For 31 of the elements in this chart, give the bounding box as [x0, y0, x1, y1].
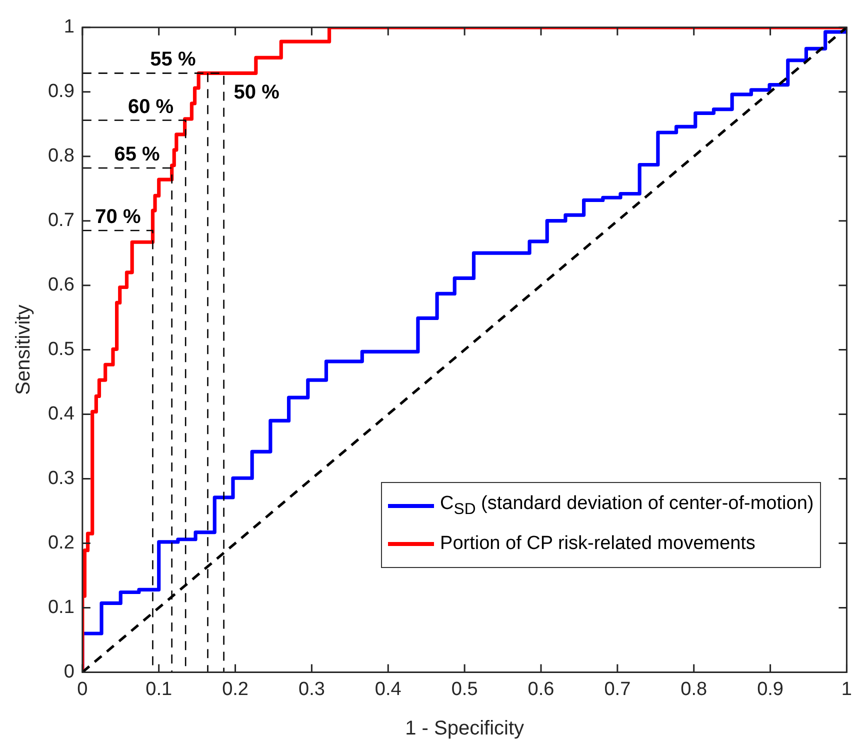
y-tick-label: 1	[64, 16, 74, 38]
y-tick-label: 0.1	[48, 596, 74, 618]
y-tick-label: 0.9	[48, 81, 74, 102]
x-tick-label: 0.8	[680, 678, 708, 700]
legend-label: C$_{SD}$ (standard deviation of center-of-motion)	[440, 493, 814, 520]
x-tick-label: 0.6	[528, 678, 554, 700]
y-axis-title: Sensitivity	[12, 304, 35, 395]
x-tick-label: 0.3	[298, 678, 325, 700]
legend-label: Portion of CP risk-related movements	[440, 533, 756, 556]
annotation: 50 %	[234, 82, 280, 104]
annotation: 70 %	[95, 206, 141, 228]
x-axis-title: 1 - Specificity	[405, 718, 524, 740]
y-tick-label: 0.4	[48, 404, 75, 425]
y-tick-label: 0	[64, 661, 74, 682]
x-tick-label: 0	[77, 678, 88, 700]
y-tick-label: 0.6	[48, 274, 74, 296]
x-tick-label: 0.4	[374, 678, 402, 700]
x-tick-label: 0.5	[451, 678, 478, 700]
x-tick-label: 0.2	[222, 678, 248, 700]
y-tick-label: 0.5	[48, 339, 74, 360]
y-tick-label: 0.2	[48, 532, 74, 554]
y-tick-label: 0.8	[48, 146, 74, 167]
y-tick-label: 0.7	[48, 210, 74, 232]
annotation: 60 %	[128, 96, 174, 118]
y-tick-label: 0.3	[48, 468, 74, 489]
annotation: 55 %	[150, 48, 196, 71]
x-tick-label: 0.7	[604, 678, 631, 700]
x-tick-label: 0.1	[146, 678, 172, 700]
x-tick-label: 0.9	[757, 678, 784, 700]
annotation: 65 %	[114, 143, 160, 166]
x-tick-label: 1	[841, 678, 852, 700]
